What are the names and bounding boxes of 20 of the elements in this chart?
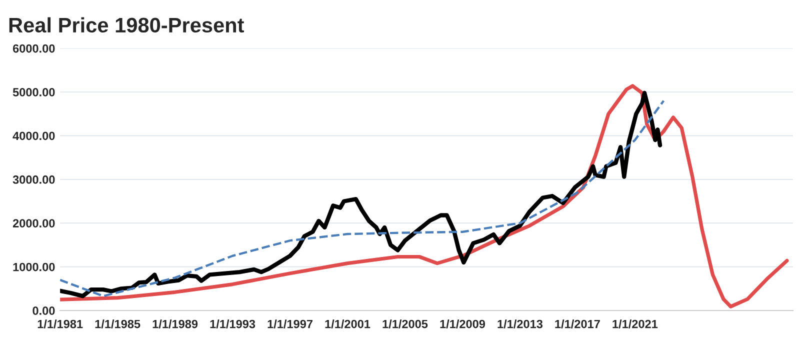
x-tick-label: 1/1/2009 — [440, 320, 486, 328]
x-tick-label: 1/1/1985 — [95, 320, 140, 328]
x-tick-label: 1/1/1997 — [268, 320, 312, 328]
x-tick-label: 1/1/2021 — [612, 320, 658, 328]
x-tick-label: 1/1/2017 — [555, 320, 600, 328]
chart-title: Real Price 1980-Present — [9, 17, 244, 33]
y-tick-label: 5000.00 — [12, 88, 55, 96]
x-tick-label: 1/1/1981 — [38, 320, 83, 328]
y-tick-label: 4000.00 — [12, 132, 55, 140]
x-tick-label: 1/1/2001 — [325, 320, 370, 328]
y-tick-label: 1000.00 — [13, 262, 55, 272]
y-tick-label: 2000.00 — [12, 219, 55, 228]
y-tick-label: 0.00 — [32, 306, 55, 315]
x-tick-label: 1/1/2005 — [382, 320, 428, 328]
x-tick-label: 1/1/1989 — [152, 320, 198, 328]
line-series — [60, 84, 789, 308]
x-tick-label: 1/1/2013 — [498, 320, 543, 328]
x-tick-label: 1/1/1993 — [210, 320, 256, 328]
y-tick-label: 6000.00 — [12, 44, 55, 53]
y-tick-label: 3000.00 — [12, 175, 55, 184]
